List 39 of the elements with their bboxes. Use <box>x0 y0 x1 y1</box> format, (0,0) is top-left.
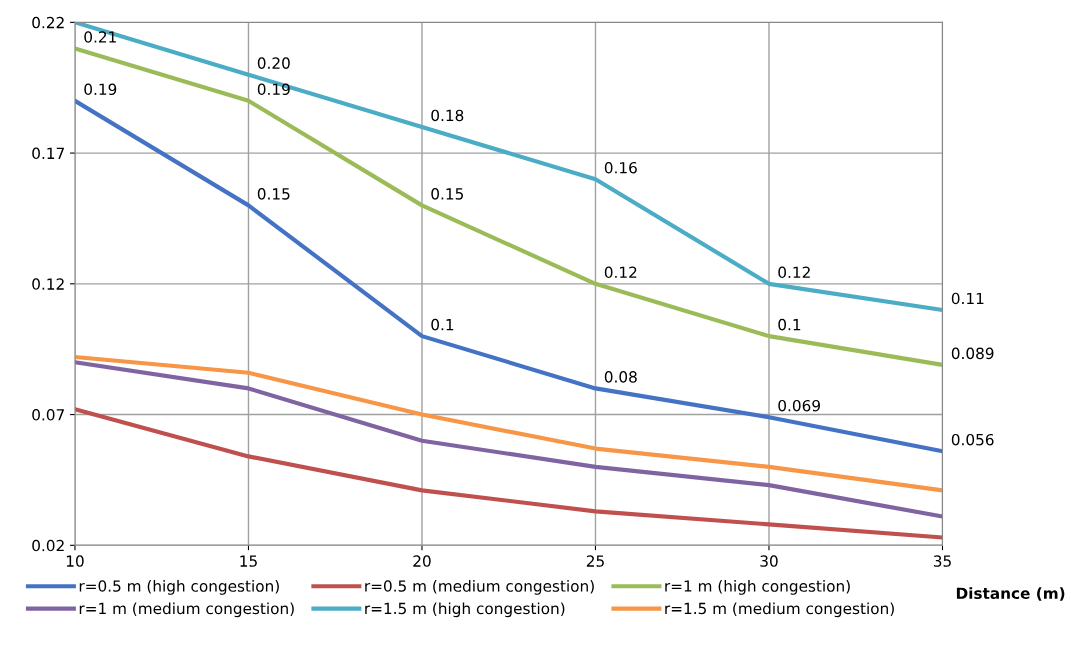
y-tick-label: 0.07 <box>32 409 64 421</box>
data-label: 0.1 <box>778 318 801 331</box>
data-label: 0.12 <box>778 266 810 279</box>
data-label: 0.20 <box>257 57 290 69</box>
data-label: 0.11 <box>951 292 984 305</box>
legend-label: r=1 m (high congestion) <box>665 579 850 595</box>
line-series <box>74 98 943 454</box>
line-series <box>74 354 943 493</box>
line-series <box>74 360 943 519</box>
x-tick-label: 15 <box>240 555 257 567</box>
legend-label: r=0.5 m (high congestion) <box>79 579 279 595</box>
x-tick-label: 35 <box>933 555 951 567</box>
data-label: 0.069 <box>778 399 820 412</box>
y-tick-label: 0.02 <box>32 539 64 552</box>
x-tick-label: 30 <box>760 555 778 567</box>
data-label: 0.1 <box>431 318 454 331</box>
x-tick-label: 20 <box>413 555 431 567</box>
data-label: 0.12 <box>604 266 637 279</box>
legend-label: r=0.5 m (medium congestion) <box>365 579 594 595</box>
data-label: 0.18 <box>431 109 464 122</box>
x-tick-label: 25 <box>586 555 604 567</box>
x-axis-title: Distance (m) <box>956 587 1065 601</box>
y-tick-label: 0.22 <box>32 16 64 29</box>
data-label: 0.089 <box>951 347 994 360</box>
data-label: 0.056 <box>951 433 994 446</box>
data-label: 0.08 <box>604 371 637 383</box>
legend-label: r=1 m (medium congestion) <box>79 602 294 618</box>
data-label: 0.21 <box>84 31 116 43</box>
data-label: 0.19 <box>84 83 117 96</box>
x-tick-label: 10 <box>66 555 84 567</box>
data-label: 0.15 <box>257 188 290 200</box>
data-label: 0.19 <box>257 83 290 96</box>
line-series <box>74 46 943 367</box>
y-tick-label: 0.17 <box>32 147 64 160</box>
data-label: 0.16 <box>604 161 637 174</box>
y-tick-label: 0.12 <box>32 278 64 290</box>
legend-label: r=1.5 m (high congestion) <box>365 602 565 618</box>
data-label: 0.15 <box>431 188 463 200</box>
legend-label: r=1.5 m (medium congestion) <box>665 602 894 618</box>
